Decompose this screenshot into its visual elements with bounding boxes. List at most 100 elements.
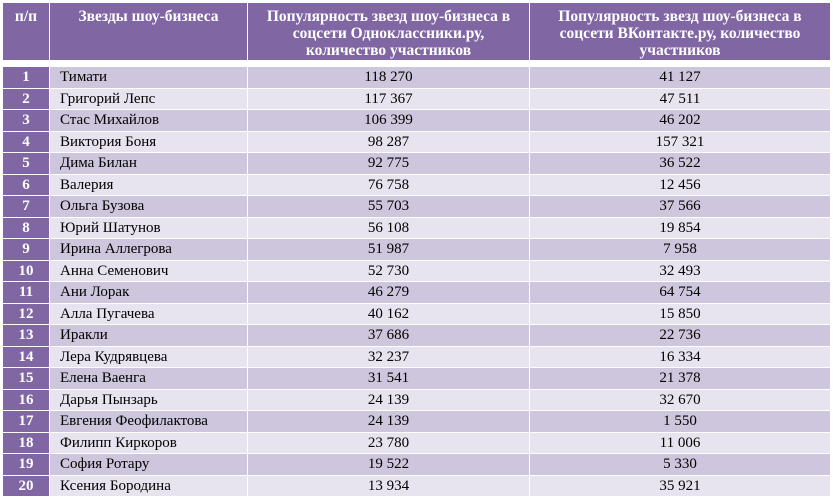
odnoklassniki-count-cell: 13 934 [247, 474, 530, 497]
table-row: 14 Лера Кудрявцева 32 237 16 334 [2, 345, 831, 368]
vkontakte-count-cell: 11 006 [529, 431, 831, 454]
row-number-cell: 17 [2, 410, 50, 433]
vkontakte-count-cell: 32 493 [529, 259, 831, 282]
table-row: 12 Алла Пугачева 40 162 15 850 [2, 302, 831, 325]
table-row: 20 Ксения Бородина 13 934 35 921 [2, 474, 831, 497]
vkontakte-count-cell: 35 921 [529, 474, 831, 497]
table-row: 13 Иракли 37 686 22 736 [2, 324, 831, 347]
vkontakte-count-cell: 1 550 [529, 410, 831, 433]
header-row: п/п Звезды шоу-бизнеса Популярность звез… [2, 2, 831, 61]
celebrity-name-cell: Иракли [49, 324, 248, 347]
row-number-cell: 3 [2, 109, 50, 132]
celebrity-name-cell: Григорий Лепс [49, 87, 248, 110]
row-number-cell: 20 [2, 474, 50, 497]
table-row: 3 Стас Михайлов 106 399 46 202 [2, 109, 831, 132]
odnoklassniki-count-cell: 56 108 [247, 216, 530, 239]
row-number-cell: 11 [2, 281, 50, 304]
vkontakte-count-cell: 64 754 [529, 281, 831, 304]
table-row: 16 Дарья Пынзарь 24 139 32 670 [2, 388, 831, 411]
row-number-cell: 5 [2, 152, 50, 175]
vkontakte-count-cell: 16 334 [529, 345, 831, 368]
celebrity-name-cell: Дарья Пынзарь [49, 388, 248, 411]
celebrity-name-cell: Евгения Феофилактова [49, 410, 248, 433]
vkontakte-count-cell: 37 566 [529, 195, 831, 218]
celebrity-name-cell: Юрий Шатунов [49, 216, 248, 239]
header-spacer [2, 60, 831, 67]
vkontakte-count-cell: 5 330 [529, 453, 831, 476]
odnoklassniki-count-cell: 52 730 [247, 259, 530, 282]
table-row: 9 Ирина Аллегрова 51 987 7 958 [2, 238, 831, 261]
celebrity-name-cell: Елена Ваенга [49, 367, 248, 390]
vkontakte-count-cell: 47 511 [529, 87, 831, 110]
row-number-cell: 19 [2, 453, 50, 476]
vkontakte-count-cell: 41 127 [529, 66, 831, 89]
row-number-cell: 6 [2, 173, 50, 196]
table-row: 8 Юрий Шатунов 56 108 19 854 [2, 216, 831, 239]
row-number-cell: 4 [2, 130, 50, 153]
table-header: п/п Звезды шоу-бизнеса Популярность звез… [2, 2, 831, 61]
vkontakte-count-cell: 21 378 [529, 367, 831, 390]
odnoklassniki-count-cell: 40 162 [247, 302, 530, 325]
row-number-cell: 12 [2, 302, 50, 325]
odnoklassniki-count-cell: 106 399 [247, 109, 530, 132]
table-row: 7 Ольга Бузова 55 703 37 566 [2, 195, 831, 218]
row-number-cell: 15 [2, 367, 50, 390]
row-number-cell: 16 [2, 388, 50, 411]
row-number-cell: 14 [2, 345, 50, 368]
vkontakte-count-cell: 22 736 [529, 324, 831, 347]
header-odnoklassniki: Популярность звезд шоу-бизнеса в соцсети… [247, 2, 530, 61]
row-number-cell: 18 [2, 431, 50, 454]
row-number-cell: 9 [2, 238, 50, 261]
row-number-cell: 2 [2, 87, 50, 110]
odnoklassniki-count-cell: 23 780 [247, 431, 530, 454]
odnoklassniki-count-cell: 31 541 [247, 367, 530, 390]
celebrity-name-cell: Дима Билан [49, 152, 248, 175]
odnoklassniki-count-cell: 32 237 [247, 345, 530, 368]
table-row: 10 Анна Семенович 52 730 32 493 [2, 259, 831, 282]
vkontakte-count-cell: 19 854 [529, 216, 831, 239]
table-row: 19 София Ротару 19 522 5 330 [2, 453, 831, 476]
celebrity-name-cell: Анна Семенович [49, 259, 248, 282]
vkontakte-count-cell: 7 958 [529, 238, 831, 261]
odnoklassniki-count-cell: 46 279 [247, 281, 530, 304]
table-row: 17 Евгения Феофилактова 24 139 1 550 [2, 410, 831, 433]
table-row: 11 Ани Лорак 46 279 64 754 [2, 281, 831, 304]
odnoklassniki-count-cell: 51 987 [247, 238, 530, 261]
celebrity-name-cell: Ксения Бородина [49, 474, 248, 497]
odnoklassniki-count-cell: 24 139 [247, 410, 530, 433]
table-row: 15 Елена Ваенга 31 541 21 378 [2, 367, 831, 390]
celebrity-name-cell: Валерия [49, 173, 248, 196]
celebrity-name-cell: Стас Михайлов [49, 109, 248, 132]
table-row: 4 Виктория Боня 98 287 157 321 [2, 130, 831, 153]
celebrity-name-cell: Ольга Бузова [49, 195, 248, 218]
table-row: 5 Дима Билан 92 775 36 522 [2, 152, 831, 175]
vkontakte-count-cell: 15 850 [529, 302, 831, 325]
table-row: 18 Филипп Киркоров 23 780 11 006 [2, 431, 831, 454]
vkontakte-count-cell: 36 522 [529, 152, 831, 175]
row-number-cell: 8 [2, 216, 50, 239]
odnoklassniki-count-cell: 55 703 [247, 195, 530, 218]
celebrity-name-cell: Алла Пугачева [49, 302, 248, 325]
celebrity-name-cell: София Ротару [49, 453, 248, 476]
odnoklassniki-count-cell: 117 367 [247, 87, 530, 110]
row-number-cell: 7 [2, 195, 50, 218]
odnoklassniki-count-cell: 98 287 [247, 130, 530, 153]
table-row: 6 Валерия 76 758 12 456 [2, 173, 831, 196]
odnoklassniki-count-cell: 118 270 [247, 66, 530, 89]
odnoklassniki-count-cell: 92 775 [247, 152, 530, 175]
celebrity-name-cell: Виктория Боня [49, 130, 248, 153]
celebrity-name-cell: Тимати [49, 66, 248, 89]
row-number-cell: 1 [2, 66, 50, 89]
header-number: п/п [2, 2, 50, 61]
header-celebrity: Звезды шоу-бизнеса [49, 2, 248, 61]
odnoklassniki-count-cell: 24 139 [247, 388, 530, 411]
celebrity-name-cell: Филипп Киркоров [49, 431, 248, 454]
vkontakte-count-cell: 32 670 [529, 388, 831, 411]
odnoklassniki-count-cell: 37 686 [247, 324, 530, 347]
odnoklassniki-count-cell: 76 758 [247, 173, 530, 196]
table-body: 1 Тимати 118 270 41 127 2 Григорий Лепс 117 36… [2, 60, 831, 497]
celebrity-name-cell: Ирина Аллегрова [49, 238, 248, 261]
row-number-cell: 13 [2, 324, 50, 347]
